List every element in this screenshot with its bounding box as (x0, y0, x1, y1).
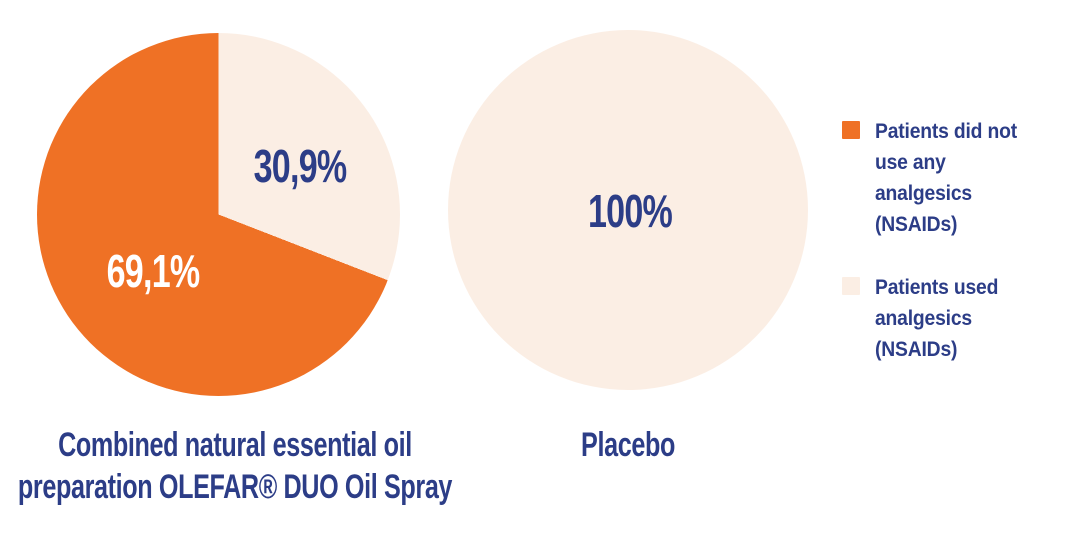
legend-label-used-analgesics: Patients used analgesics (NSAIDs) (875, 276, 999, 361)
legend-item-used-analgesics: Patients used analgesics (NSAIDs) (842, 272, 1067, 365)
placebo-analgesics-used-slice-label: 100% (587, 185, 673, 237)
placebo-pie-chart (448, 30, 808, 390)
chart-legend: Patients did not use any analgesics (NSA… (842, 116, 1067, 365)
cream-swatch-icon (842, 277, 860, 295)
treatment-pie-chart (37, 33, 400, 396)
legend-label-no-analgesics: Patients did not use any analgesics (NSA… (875, 120, 1017, 236)
orange-swatch-icon (842, 121, 860, 139)
treatment-analgesics-used-slice-label: 30,9% (253, 140, 348, 192)
treatment-pie-caption: Combined natural essential oil preparati… (17, 426, 453, 506)
placebo-pie-caption: Placebo (581, 426, 675, 464)
treatment-no-analgesics-slice-label: 69,1% (106, 245, 201, 297)
legend-item-no-analgesics: Patients did not use any analgesics (NSA… (842, 116, 1067, 240)
